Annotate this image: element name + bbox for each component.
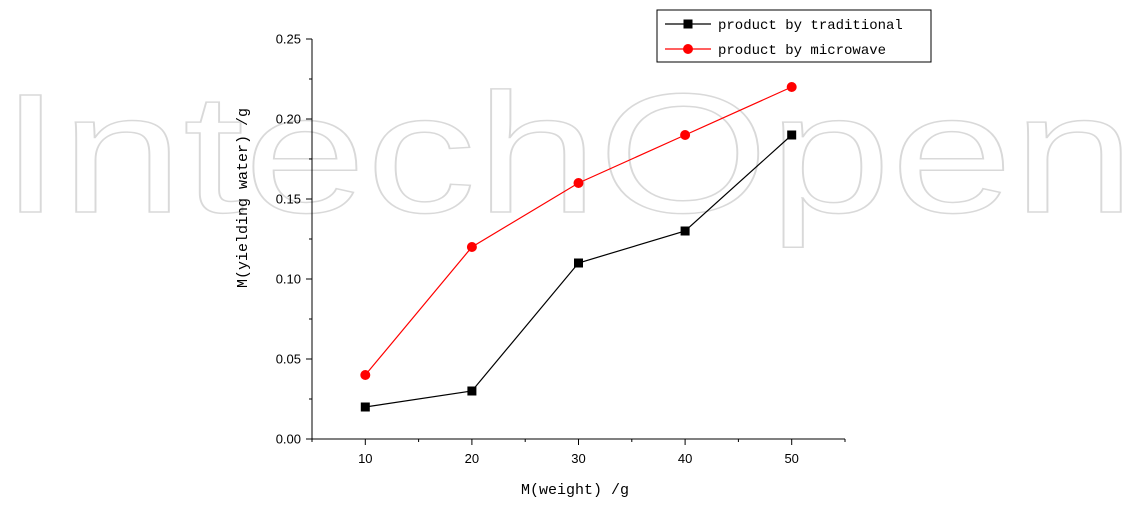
y-tick-label: 0.20 [276, 112, 301, 127]
y-tick-label: 0.15 [276, 192, 301, 207]
legend-marker-square [683, 19, 693, 29]
series-layer [360, 82, 797, 412]
data-point-square [360, 402, 370, 412]
axes: 10 20 30 40 50 0.00 0.05 0.10 0.15 0.20 0.25 [276, 32, 846, 466]
data-point-circle [360, 370, 371, 380]
watermark-logo: IntechOpen [0, 59, 1135, 249]
x-tick-label: 30 [571, 451, 585, 466]
data-point-circle [786, 82, 797, 92]
x-tick-label: 10 [358, 451, 372, 466]
y-tick-label: 0.00 [276, 432, 301, 447]
legend-items: product by traditional product by microwa… [665, 18, 903, 59]
y-tick-label: 0.05 [276, 352, 301, 367]
x-tick-label: 50 [784, 451, 798, 466]
y-tick-label: 0.25 [276, 32, 301, 47]
data-point-square [680, 226, 690, 236]
x-tick-label: 40 [678, 451, 692, 466]
legend-label-1: product by traditional [718, 18, 903, 34]
legend-label-2: product by microwave [718, 43, 886, 59]
data-point-square [787, 130, 797, 140]
data-point-circle [466, 242, 477, 252]
x-tick-label: 20 [465, 451, 479, 466]
x-axis-title: M(weight) /g [521, 482, 629, 499]
legend-box [656, 9, 932, 63]
legend: product by traditional product by microwa… [656, 9, 932, 63]
y-tick-label: 0.10 [276, 272, 301, 287]
legend-marker-circle [683, 44, 693, 54]
data-point-circle [573, 178, 584, 188]
data-point-circle [680, 130, 691, 140]
data-point-square [574, 258, 583, 268]
y-axis-title: M(yielding water) /g [235, 108, 252, 288]
data-point-square [467, 386, 477, 396]
